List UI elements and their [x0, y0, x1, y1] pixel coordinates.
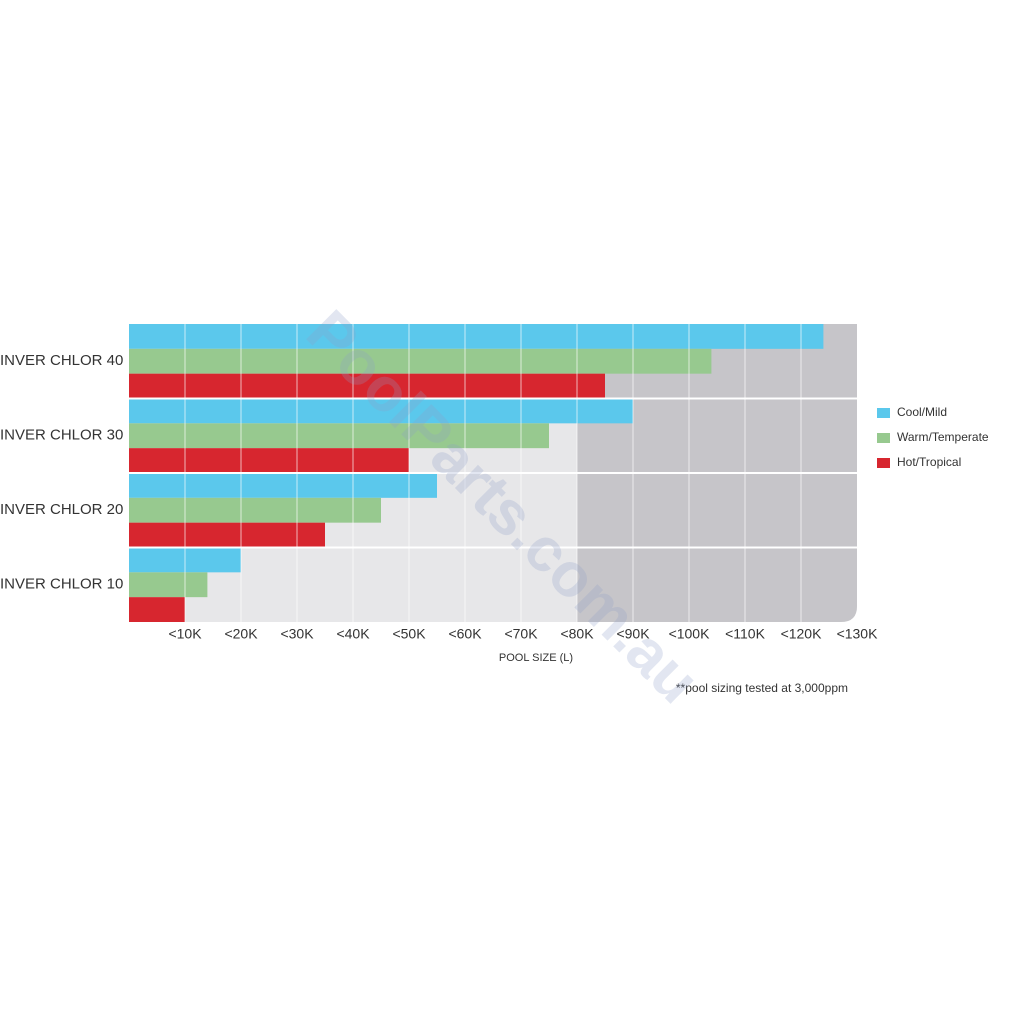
x-tick-label: <60K — [448, 626, 482, 642]
x-tick-label: <120K — [781, 626, 823, 642]
legend-swatch — [877, 458, 890, 468]
bar — [129, 398, 633, 424]
x-tick-label: <30K — [280, 626, 314, 642]
x-tick-label: <10K — [168, 626, 202, 642]
x-axis-title: POOL SIZE (L) — [499, 652, 573, 664]
legend-swatch — [877, 433, 890, 443]
bar — [129, 373, 605, 399]
category-label: INVER CHLOR 10 — [0, 576, 123, 593]
x-tick-label: <50K — [392, 626, 426, 642]
x-tick-label: <130K — [837, 626, 879, 642]
x-tick-label: <110K — [725, 626, 765, 642]
x-tick-label: <20K — [224, 626, 258, 642]
labels: INVER CHLOR 40 INVER CHLOR 30 INVER CHLOR … — [0, 352, 989, 641]
bar — [129, 473, 437, 498]
x-tick-label: <80K — [560, 626, 594, 642]
x-tick-label: <70K — [504, 626, 538, 642]
bar — [129, 547, 241, 573]
bar — [129, 572, 208, 598]
category-label: INVER CHLOR 40 — [0, 352, 123, 369]
legend-label: Cool/Mild — [897, 405, 947, 419]
bars — [129, 324, 824, 622]
category-label: INVER CHLOR 30 — [0, 427, 123, 444]
bar — [129, 597, 185, 622]
x-tick-label: <90K — [616, 626, 650, 642]
bar — [129, 423, 549, 449]
x-tick-label: <40K — [336, 626, 370, 642]
bar — [129, 522, 325, 548]
category-label: INVER CHLOR 20 — [0, 501, 123, 518]
bar — [129, 497, 381, 523]
legend-swatch — [877, 408, 890, 418]
bar — [129, 348, 712, 374]
legend-label: Warm/Temperate — [897, 430, 989, 444]
bar — [129, 448, 409, 473]
bar — [129, 324, 824, 349]
grid — [129, 324, 857, 622]
note: **pool sizing tested at 3,000ppm — [676, 681, 848, 695]
legend-label: Hot/Tropical — [897, 455, 961, 469]
x-tick-label: <100K — [669, 626, 711, 642]
